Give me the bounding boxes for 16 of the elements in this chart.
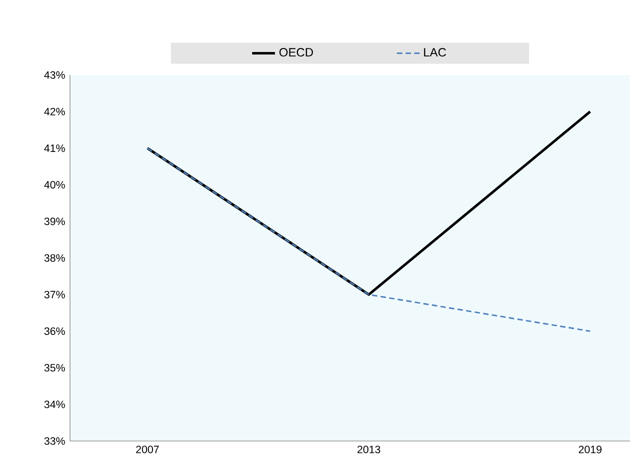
y-tick-label: 38% bbox=[44, 254, 65, 262]
y-tick-label: 39% bbox=[44, 218, 65, 226]
y-tick-label: 41% bbox=[44, 144, 65, 152]
legend-label: OECD bbox=[279, 48, 313, 57]
y-tick-label: 43% bbox=[44, 71, 65, 79]
y-tick-label: 37% bbox=[44, 290, 65, 298]
y-tick-label: 42% bbox=[44, 108, 65, 116]
y-tick-label: 36% bbox=[44, 327, 65, 335]
x-tick-label: 2007 bbox=[136, 446, 159, 454]
x-tick-label: 2019 bbox=[578, 446, 602, 454]
legend-label: LAC bbox=[424, 48, 446, 57]
y-tick-label: 33% bbox=[44, 437, 65, 445]
y-tick-label: 40% bbox=[44, 181, 65, 189]
x-tick-label: 2013 bbox=[357, 446, 380, 454]
y-tick-label: 34% bbox=[44, 400, 65, 408]
y-tick-label: 35% bbox=[44, 364, 65, 372]
